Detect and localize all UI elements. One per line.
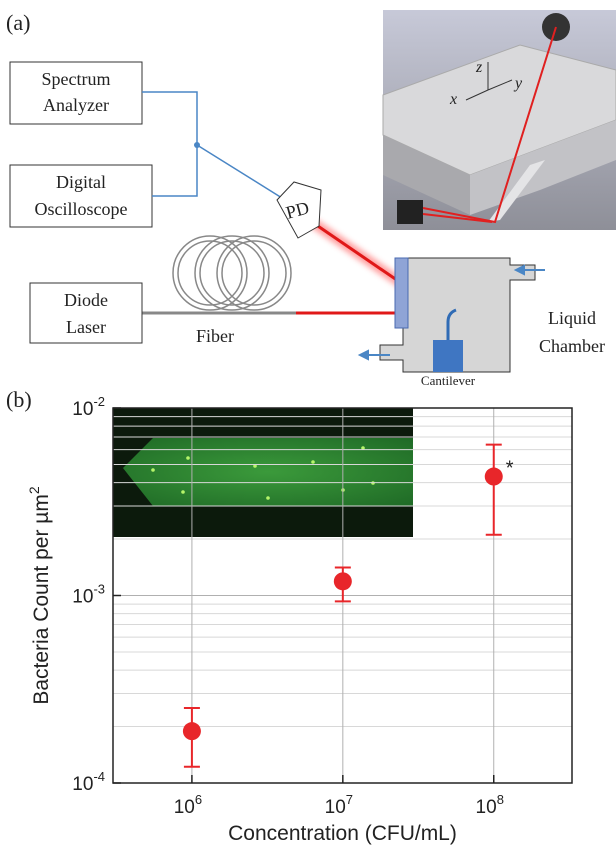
x-tick-label: 108 [476, 792, 504, 818]
axis-label: y [513, 75, 523, 92]
y-tick-label: 10-3 [72, 582, 105, 608]
y-axis-label: Bacteria Count per µm2 [26, 486, 53, 705]
tick-base: 10 [476, 797, 497, 818]
box-label: Oscilloscope [35, 199, 128, 219]
tick-exp: -2 [93, 394, 105, 409]
inset-channel [123, 438, 413, 506]
tick-exp: 6 [195, 792, 202, 807]
tick-base: 10 [325, 797, 346, 818]
inset-speck [311, 460, 315, 464]
tick-base: 10 [72, 774, 93, 795]
axis-label: x [449, 91, 457, 108]
cantilever-render: x y z [383, 10, 616, 230]
inset-speck [266, 496, 270, 500]
tick-exp: -3 [93, 582, 105, 597]
tick-base: 10 [72, 587, 93, 608]
inset-speck [186, 456, 190, 460]
fiber-coil [173, 236, 291, 310]
x-tick-label: 106 [174, 792, 202, 818]
cantilever-label: Cantilever [421, 373, 476, 388]
inset-speck [181, 490, 185, 494]
inset-speck [151, 468, 155, 472]
fiber-label: Fiber [196, 326, 234, 346]
laser-block [397, 200, 423, 224]
y-label-text: Bacteria Count per µm [30, 494, 53, 705]
x-tick-label: 107 [325, 792, 353, 818]
y-tick-label: 10-2 [72, 394, 105, 420]
data-point [183, 722, 201, 740]
data-point [334, 572, 352, 590]
tick-exp: 8 [497, 792, 504, 807]
y-tick-label: 10-4 [72, 769, 105, 795]
window [395, 258, 408, 328]
cable [197, 145, 282, 198]
y-label-sup: 2 [26, 486, 42, 494]
x-axis-label: Concentration (CFU/mL) [228, 822, 457, 845]
tick-base: 10 [174, 797, 195, 818]
box-label: Analyzer [43, 95, 109, 115]
box-label: Diode [64, 290, 108, 310]
chamber-label: Chamber [539, 336, 605, 356]
box-label: Spectrum [42, 69, 111, 89]
junction [194, 142, 200, 148]
box-label: Digital [56, 172, 106, 192]
cantilever-holder [433, 340, 463, 372]
tick-exp: 7 [346, 792, 353, 807]
chamber-label: Liquid [548, 308, 596, 328]
tick-exp: -4 [93, 769, 105, 784]
annotation: * [506, 458, 514, 480]
data-point [485, 468, 503, 486]
axis-label: z [475, 59, 483, 76]
panel-label: (a) [6, 10, 30, 35]
figure: (a) x y z Spectrum Analyzer Digital Osci… [0, 0, 616, 850]
panel-a: (a) x y z Spectrum Analyzer Digital Osci… [6, 10, 616, 388]
panel-label: (b) [6, 387, 32, 412]
tick-base: 10 [72, 399, 93, 420]
box-label: Laser [66, 317, 106, 337]
panel-b: (b) [6, 387, 32, 412]
